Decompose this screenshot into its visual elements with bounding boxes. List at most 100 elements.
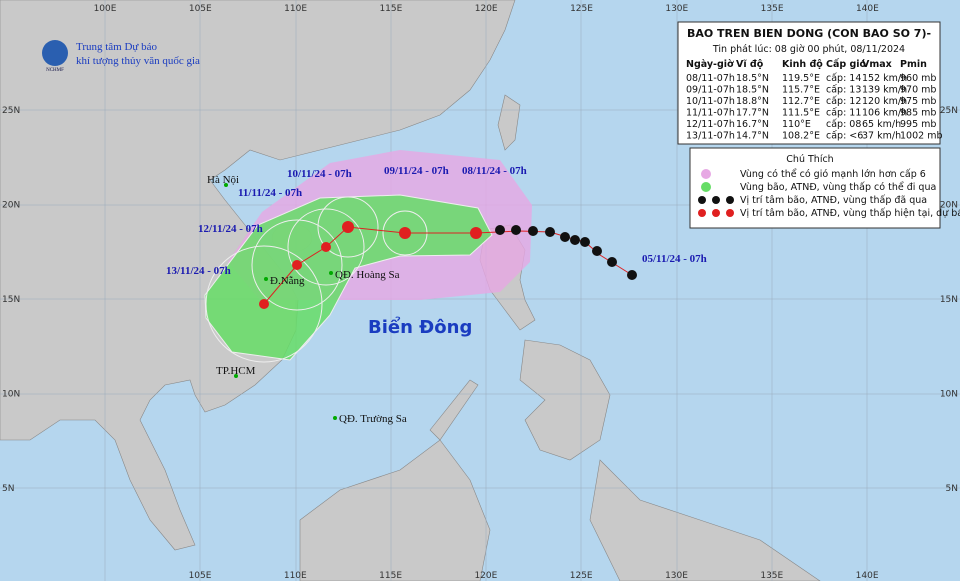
- table-cell: 12/11-07h: [686, 119, 735, 130]
- table-cell: 11/11-07h: [686, 108, 735, 119]
- place-label: Đ.Nẵng: [270, 275, 305, 287]
- table-cell: 09/11-07h: [686, 85, 735, 96]
- table-cell: cấp: 08: [826, 119, 861, 130]
- legend-item: Vị trí tâm bão, ATNĐ, vùng thấp đã qua: [740, 195, 927, 206]
- legend-swatch: [701, 169, 711, 179]
- lon-label: 100E: [94, 4, 117, 14]
- logo-badge: NCHMF: [46, 68, 64, 73]
- lon-label: 110E: [284, 4, 307, 14]
- table-cell: 10/11-07h: [686, 96, 735, 107]
- table-cell: 120 km/h: [862, 96, 907, 107]
- logo-icon: [42, 40, 68, 66]
- date-label: 11/11/24 - 07h: [238, 187, 302, 199]
- lon-label: 130E: [665, 4, 688, 14]
- table-cell: 65 km/h: [862, 119, 901, 130]
- lon-label: 135E: [761, 4, 784, 14]
- legend-swatch: [701, 182, 711, 192]
- table-cell: 14.7°N: [736, 131, 769, 142]
- lat-label: 25N: [940, 106, 958, 116]
- legend-item: Vị trí tâm bão, ATNĐ, vùng thấp hiện tại…: [740, 208, 960, 219]
- table-cell: 18.5°N: [736, 73, 769, 84]
- lon-label: 140E: [856, 4, 879, 14]
- lon-label: 105E: [189, 571, 212, 581]
- table-cell: 18.8°N: [736, 96, 769, 107]
- info-panel: [677, 21, 941, 145]
- table-cell: 152 km/h: [862, 73, 907, 84]
- past-positions: [495, 225, 637, 280]
- table-header: Ngày-giờ: [686, 59, 734, 70]
- legend-item: Vùng bão, ATNĐ, vùng thấp có thể đi qua: [740, 182, 936, 193]
- lon-label: 115E: [379, 4, 402, 14]
- lat-label: 10N: [2, 390, 20, 400]
- table-cell: cấp: 12: [826, 96, 861, 107]
- lon-label: 140E: [856, 571, 879, 581]
- date-label: 13/11/24 - 07h: [166, 265, 231, 277]
- lon-label: 120E: [474, 571, 497, 581]
- table-cell: 1002 mb: [900, 131, 942, 142]
- legend-title: Chú Thích: [786, 154, 833, 165]
- table-cell: 112.7°E: [782, 96, 820, 107]
- legend-swatch: [698, 196, 706, 204]
- table-cell: 13/11-07h: [686, 131, 735, 142]
- info-box: BAO TREN BIEN DONG (CON BAO SO 7)- Tin p…: [677, 21, 942, 145]
- table-cell: 960 mb: [900, 73, 936, 84]
- legend-item: Vùng có thể có gió mạnh lớn hơn cấp 6: [740, 169, 926, 180]
- place-label: TP.HCM: [216, 365, 256, 377]
- table-cell: 970 mb: [900, 85, 936, 96]
- table-cell: 18.5°N: [736, 85, 769, 96]
- table-header: Cấp gió: [826, 59, 867, 70]
- legend-swatch: [726, 209, 734, 217]
- lat-label: 20N: [940, 201, 958, 211]
- table-cell: 108.2°E: [782, 131, 820, 142]
- table-cell: cấp: 13: [826, 85, 861, 96]
- table-cell: cấp: <6: [826, 131, 863, 142]
- place-label: QĐ. Trường Sa: [339, 413, 407, 425]
- date-label: 05/11/24 - 07h: [642, 253, 707, 265]
- table-header: Kinh độ: [782, 59, 823, 70]
- table-cell: 110°E: [782, 119, 811, 130]
- table-cell: cấp: 11: [826, 108, 861, 119]
- table-header: Pmin: [900, 59, 927, 70]
- table-cell: 995 mb: [900, 119, 936, 130]
- table-cell: 115.7°E: [782, 85, 820, 96]
- lat-label: 5N: [946, 484, 958, 494]
- place-label: QĐ. Hoàng Sa: [335, 269, 400, 281]
- left-labels: 25N 20N 15N 10N 5N: [2, 106, 20, 494]
- table-cell: 37 km/h: [862, 131, 901, 142]
- lat-label: 15N: [940, 295, 958, 305]
- lon-label: 135E: [760, 571, 783, 581]
- lat-label: 10N: [940, 390, 958, 400]
- bottom-labels: 105E 110E 115E 120E 125E 130E 135E 140E: [189, 571, 879, 581]
- legend-swatch: [712, 196, 720, 204]
- lon-label: 105E: [189, 4, 212, 14]
- table-cell: 139 km/h: [862, 85, 907, 96]
- lon-label: 110E: [284, 571, 307, 581]
- table-cell: cấp: 14: [826, 73, 861, 84]
- legend-swatch: [698, 209, 706, 217]
- date-label: 08/11/24 - 07h: [462, 165, 527, 177]
- table-cell: 975 mb: [900, 96, 936, 107]
- lon-label: 115E: [379, 571, 402, 581]
- lat-label: 20N: [2, 201, 20, 211]
- legend: Chú Thích Vùng có thể có gió mạnh lớn hơ…: [689, 147, 960, 229]
- place-label: Hà Nội: [207, 174, 239, 186]
- info-subtitle: Tin phát lúc: 08 giờ 00 phút, 08/11/2024: [712, 44, 905, 55]
- table-header: Vmax: [862, 59, 892, 70]
- forecast-positions: [259, 221, 482, 309]
- lat-label: 15N: [2, 295, 20, 305]
- cities: [224, 183, 337, 420]
- table-cell: 106 km/h: [862, 108, 907, 119]
- date-label: 12/11/24 - 07h: [198, 223, 263, 235]
- legend-swatch: [712, 209, 720, 217]
- table-cell: 08/11-07h: [686, 73, 735, 84]
- lat-label: 25N: [2, 106, 20, 116]
- lat-label: 5N: [2, 484, 14, 494]
- right-labels: 25N 20N 15N 10N 5N: [940, 106, 958, 494]
- table-cell: 119.5°E: [782, 73, 820, 84]
- table-cell: 17.7°N: [736, 108, 769, 119]
- logo-line: Trung tâm Dự báo: [76, 41, 158, 53]
- storm-cone: [204, 194, 493, 363]
- date-label: 10/11/24 - 07h: [287, 168, 352, 180]
